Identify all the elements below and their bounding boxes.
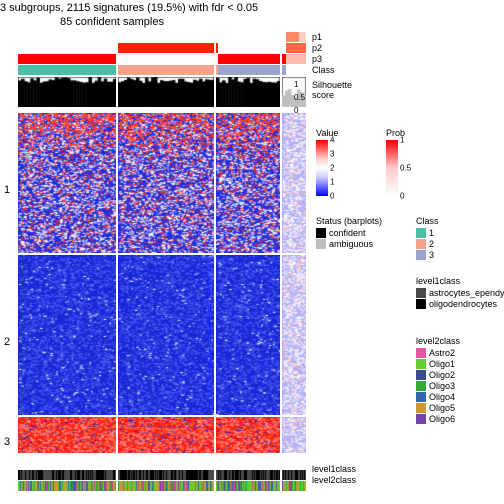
legend-item: Oligo3 [416,381,460,391]
annot-label-Class: Class [312,65,335,75]
heatmap-r0-c1 [118,113,214,253]
bottom-level1class [18,470,310,480]
main-panel [18,32,310,492]
silhouette-row [18,77,310,107]
legend-title-level1class: level1class [416,276,504,286]
legend-item: Oligo5 [416,403,460,413]
legend-item: 1 [416,228,439,238]
annot-label-p2: p2 [312,43,322,53]
annot-Class [18,65,310,75]
bottom-label-level2class: level2class [312,475,356,485]
heatmap-r1-c1 [118,255,214,415]
heatmap-r1-c0 [18,255,116,415]
annot-p2 [18,43,310,53]
silhouette-label: Silhouette [312,80,352,90]
legend-title-level2class: level2class [416,336,460,346]
row-label-2: 3 [4,436,10,448]
heatmap-r2-c0 [18,417,116,453]
legend-item: 2 [416,239,439,249]
heatmap [18,113,310,464]
heatmap-r0-c3 [282,113,306,253]
row-label-1: 2 [4,336,10,348]
legend-item: Astro2 [416,348,460,358]
annot-p1 [18,32,310,42]
legend-item: Oligo4 [416,392,460,402]
heatmap-r2-c3 [282,417,306,453]
legend-item: confident [316,228,382,238]
legend-item: Oligo1 [416,359,460,369]
row-label-0: 1 [4,184,10,196]
heatmap-r1-c2 [216,255,280,415]
heatmap-r2-c2 [216,417,280,453]
legend-title-Value: Value [316,128,338,138]
legend-title-Class: Class [416,216,439,226]
heatmap-r2-c1 [118,417,214,453]
silhouette-col-0 [18,77,116,107]
annot-label-p1: p1 [312,32,322,42]
heatmap-r0-c0 [18,113,116,253]
bottom-annotations [18,470,310,492]
top-annotations [18,32,310,76]
legend-item: oligodendrocytes [416,299,504,309]
legend-item: ambiguous [316,239,382,249]
heatmap-r1-c3 [282,255,306,415]
bottom-label-level1class: level1class [312,464,356,474]
silhouette-col-1 [118,77,214,107]
silhouette-col-2 [216,77,280,107]
subtitle: 85 confident samples [60,16,164,28]
bottom-level2class [18,481,310,491]
legend-item: Oligo2 [416,370,460,380]
legend-title-Status (barplots): Status (barplots) [316,216,382,226]
legend-item: Oligo6 [416,414,460,424]
title: 3 subgroups, 2115 signatures (19.5%) wit… [0,2,258,14]
annot-p3 [18,54,310,64]
legend-item: astrocytes_ependymal [416,288,504,298]
annot-label-p3: p3 [312,54,322,64]
heatmap-r0-c2 [216,113,280,253]
legend-item: 3 [416,250,439,260]
